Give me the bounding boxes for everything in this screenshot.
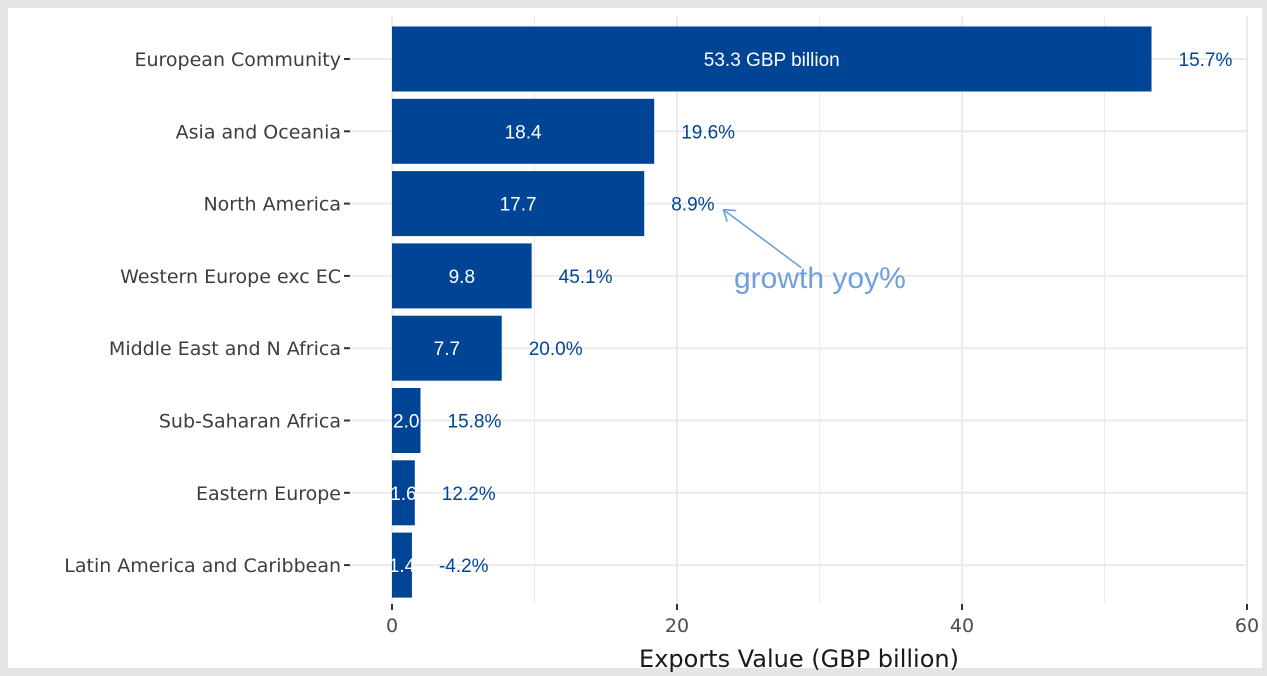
x-tick-label: 60 xyxy=(1235,615,1259,637)
growth-label: 12.2% xyxy=(442,484,496,505)
bar xyxy=(392,98,655,164)
category-label: Sub-Saharan Africa xyxy=(159,411,341,433)
growth-label: 20.0% xyxy=(529,339,583,360)
growth-annotation: growth yoy% xyxy=(722,208,906,295)
x-axis-title: Exports Value (GBP billion) xyxy=(639,645,959,673)
bar-value-label: 18.4 xyxy=(505,122,542,143)
growth-label: 8.9% xyxy=(671,195,714,216)
bar-value-label: 9.8 xyxy=(449,267,475,288)
bar-value-label: 1.6 xyxy=(390,484,416,505)
annotation-text: growth yoy% xyxy=(734,262,906,295)
bar xyxy=(392,388,421,453)
bar-value-label: 53.3 GBP billion xyxy=(704,50,840,71)
category-label: North America xyxy=(203,194,341,216)
bar-value-label: 7.7 xyxy=(434,339,460,360)
growth-label: -4.2% xyxy=(439,556,489,577)
bar xyxy=(392,460,415,526)
x-tick-label: 40 xyxy=(950,615,974,637)
category-label: Eastern Europe xyxy=(196,483,341,505)
bar-value-label: 2.0 xyxy=(393,412,419,433)
growth-label: 45.1% xyxy=(559,267,613,288)
x-tick-label: 0 xyxy=(386,615,398,637)
category-axis: European Community Asia and Oceania North … xyxy=(64,49,350,577)
bar xyxy=(392,171,645,237)
x-tick-label: 20 xyxy=(665,615,689,637)
bar-value-label: 1.4 xyxy=(389,556,416,577)
value-axis: 0 20 40 60 xyxy=(386,604,1259,637)
growth-label: 19.6% xyxy=(681,122,735,143)
category-label: Middle East and N Africa xyxy=(109,338,341,360)
bar xyxy=(392,532,412,598)
growth-label: 15.8% xyxy=(448,412,502,433)
bar xyxy=(392,26,1152,92)
growth-label: 15.7% xyxy=(1179,50,1233,71)
category-label: Western Europe exc EC xyxy=(120,266,341,288)
category-label: Asia and Oceania xyxy=(176,121,341,143)
category-label: European Community xyxy=(134,49,341,71)
bar-value-label: 17.7 xyxy=(500,195,537,216)
bar xyxy=(392,315,502,381)
bar xyxy=(392,243,532,309)
bars: 53.3 GBP billion 15.7% 18.4 19.6% 17.7 8.9% 9.… xyxy=(389,26,1233,598)
category-label: Latin America and Caribbean xyxy=(64,555,341,577)
annotation-arrow xyxy=(722,208,802,269)
